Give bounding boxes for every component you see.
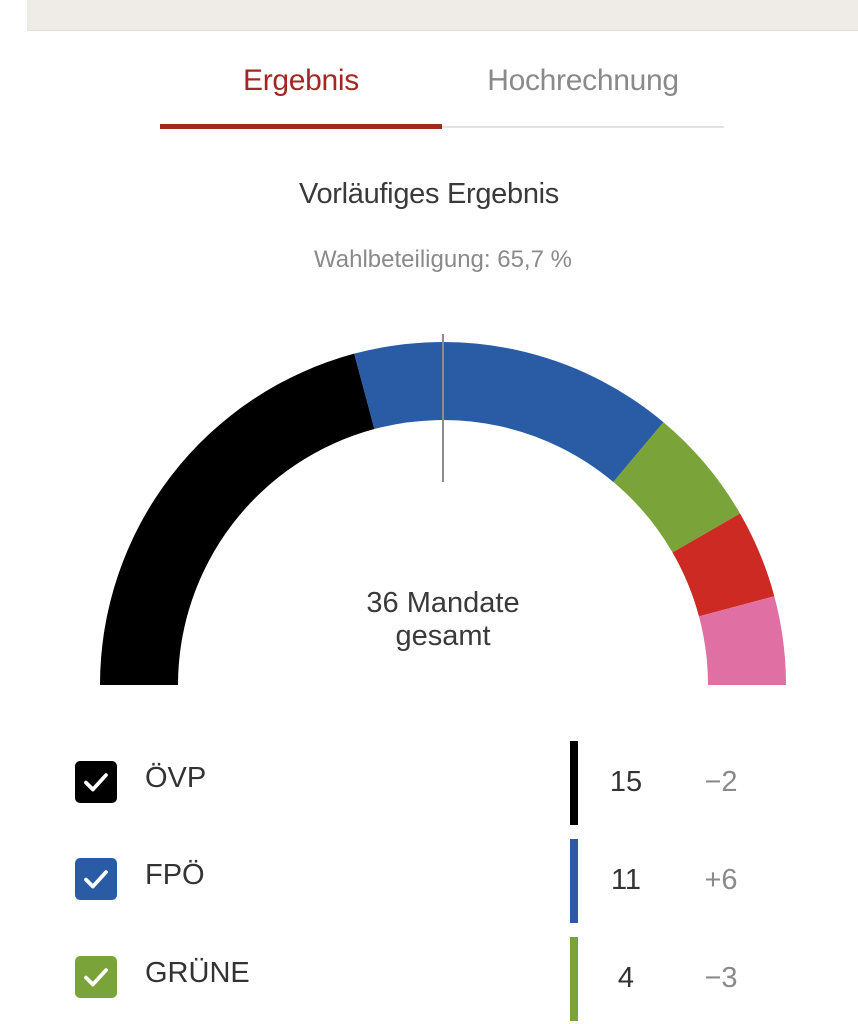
chart-slice-party-4 <box>672 513 775 617</box>
legend-row-ovp: ÖVP 15 −2 <box>0 740 858 825</box>
chart-slice-fpö <box>354 342 664 482</box>
turnout-label: Wahlbeteiligung: 65,7 % <box>314 246 572 273</box>
change-fpo: +6 <box>704 864 738 896</box>
legend-row-fpo: FPÖ 11 +6 <box>0 838 858 923</box>
seat-bar-fpo <box>570 839 578 923</box>
check-icon <box>84 968 108 987</box>
tab-active-indicator <box>160 124 442 129</box>
seat-bar-ovp <box>570 741 578 825</box>
chart-slice-party-5 <box>698 596 786 685</box>
checkbox-ovp[interactable] <box>75 761 117 803</box>
seat-bar-grune <box>570 937 578 1021</box>
center-label-gesamt: gesamt <box>395 620 490 652</box>
check-icon <box>84 870 108 889</box>
party-name-fpo: FPÖ <box>145 859 205 891</box>
tab-bar: Ergebnis Hochrechnung <box>160 52 724 130</box>
tab-divider <box>442 126 724 128</box>
party-name-ovp: ÖVP <box>145 762 207 794</box>
seats-ovp: 15 <box>609 766 643 798</box>
result-heading: Vorläufiges Ergebnis <box>299 178 559 210</box>
seats-fpo: 11 <box>610 864 642 896</box>
chart-slices <box>100 342 786 685</box>
tab-ergebnis-label: Ergebnis <box>242 64 359 97</box>
seats-grune: 4 <box>617 962 635 994</box>
tab-hochrechnung[interactable]: Hochrechnung <box>442 52 724 124</box>
change-grune: −3 <box>704 962 738 994</box>
check-icon <box>84 773 108 792</box>
legend-row-grune: GRÜNE 4 −3 <box>0 936 858 1021</box>
tab-ergebnis[interactable]: Ergebnis <box>160 52 442 124</box>
tab-hochrechnung-label: Hochrechnung <box>487 64 679 97</box>
checkbox-grune[interactable] <box>75 956 117 998</box>
change-ovp: −2 <box>704 766 738 798</box>
center-label-total: 36 Mandate <box>366 587 519 619</box>
chart-slice-övp <box>100 353 375 685</box>
party-name-grune: GRÜNE <box>145 957 250 989</box>
checkbox-fpo[interactable] <box>75 858 117 900</box>
top-bar <box>27 0 858 31</box>
chart-slice-grüne <box>613 422 741 553</box>
